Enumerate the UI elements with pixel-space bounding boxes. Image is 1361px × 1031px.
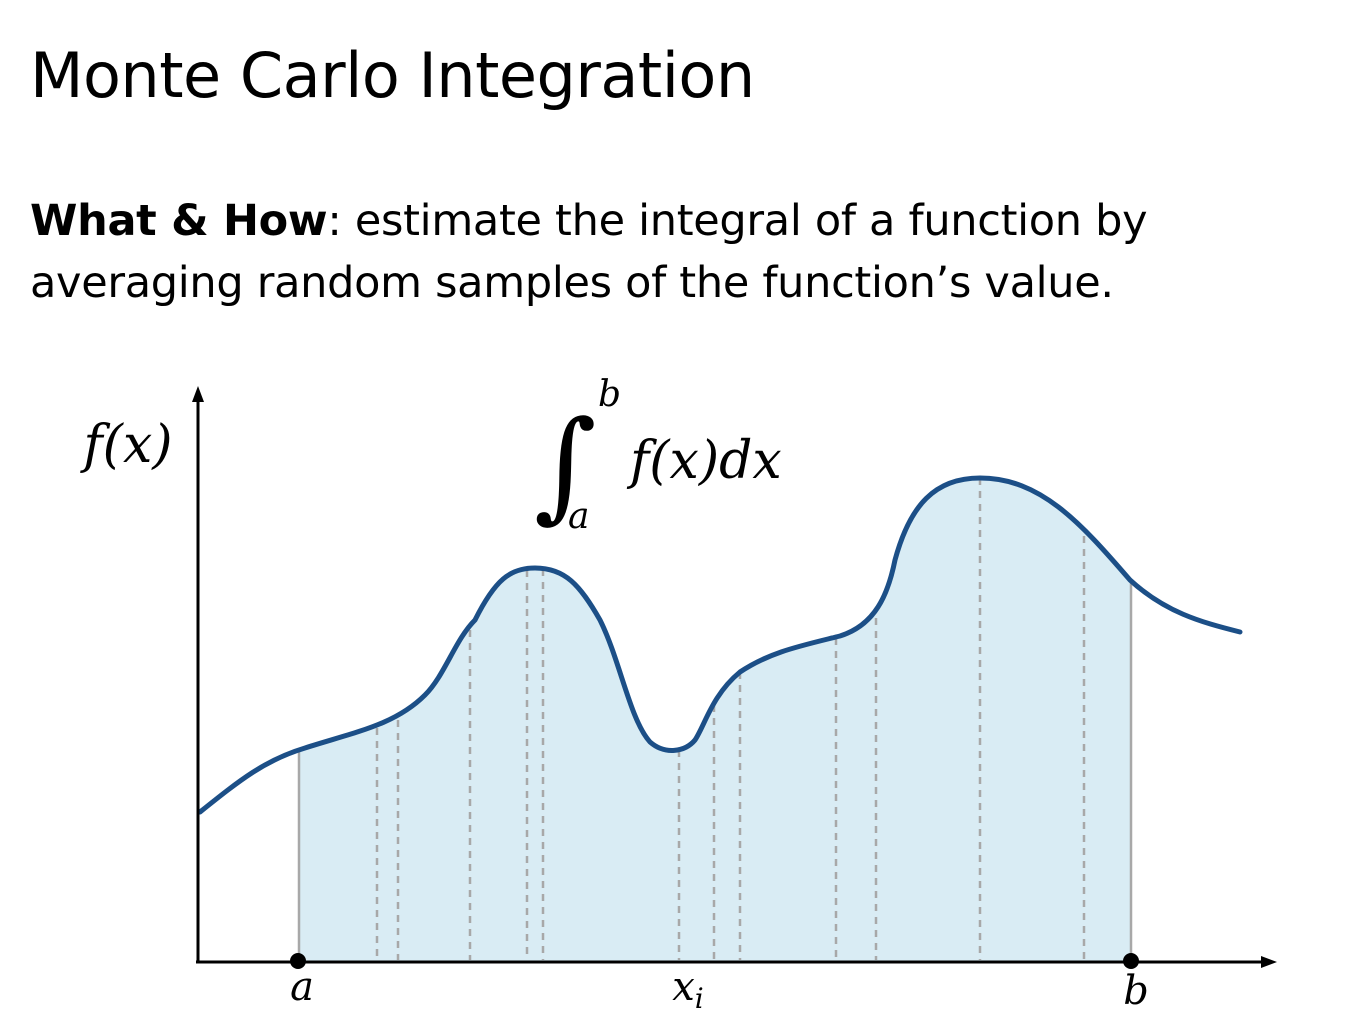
upper-bound-marker [1123,953,1139,969]
y-axis-label: f(x) [79,415,172,475]
x-label-sample-subscript: i [695,982,704,1015]
body-lead: What & How [30,196,328,246]
y-axis-arrowhead [192,386,204,402]
x-label-a: a [290,964,314,1010]
x-label-b: b [1123,968,1149,1014]
x-axis-arrowhead [1261,956,1277,968]
x-label-sample-base: x [672,964,695,1010]
axes [196,398,1265,964]
lower-bound-marker [290,953,306,969]
integral-upper-limit: b [598,374,621,415]
integral-expression: ∫ b a f(x)dx [534,374,782,537]
slide-body-text: What & How: estimate the integral of a f… [30,190,1330,314]
integrand: f(x)dx [626,431,782,491]
slide-title: Monte Carlo Integration [30,39,755,112]
function-curve [197,475,1243,815]
bound-lines [297,580,1133,960]
body-description: estimate the integral of a function by a… [30,196,1148,308]
x-label-sample: xi [672,964,704,1015]
body-separator: : [327,196,342,246]
integral-sign: ∫ [534,396,597,535]
sample-lines [375,478,1086,960]
integral-lower-limit: a [568,496,589,537]
